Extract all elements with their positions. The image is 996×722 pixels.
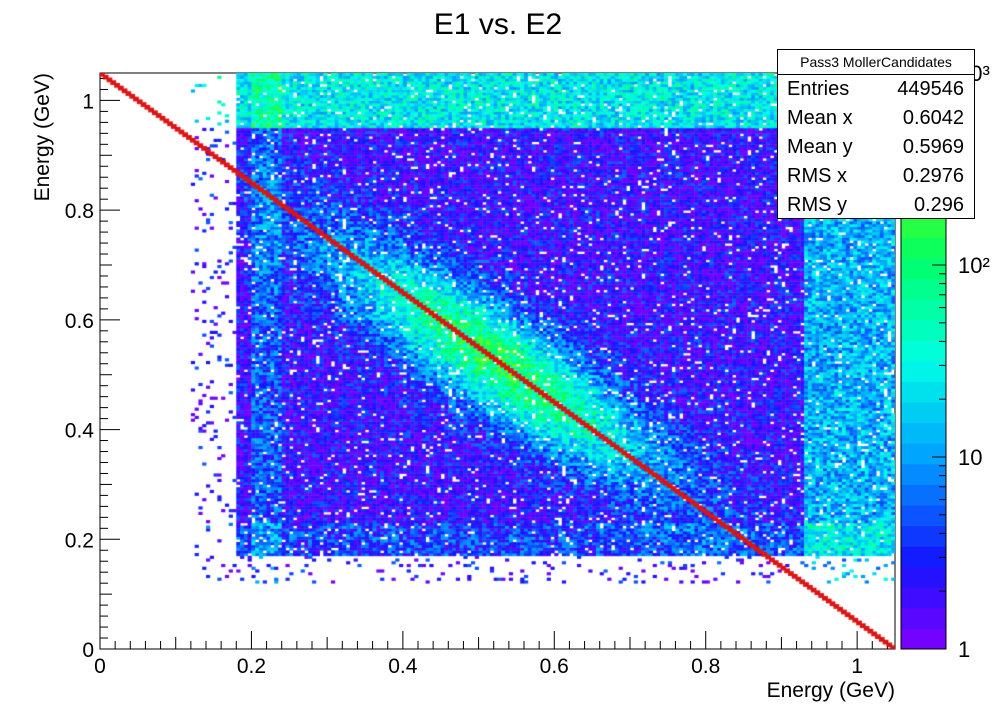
colorbar-band: [901, 278, 946, 300]
stats-label: Mean y: [787, 136, 853, 158]
y-tick-label: 0: [82, 639, 94, 662]
colorbar-tick-label: 1: [958, 637, 970, 662]
colorbar-band: [901, 299, 946, 321]
stats-box: Pass3 MollerCandidates Entries 449546 Me…: [777, 49, 975, 219]
colorbar-band: [901, 381, 946, 403]
stats-label: RMS y: [787, 194, 847, 216]
x-tick-label: 0: [94, 655, 106, 678]
stats-title: Pass3 MollerCandidates: [778, 50, 974, 75]
stats-row-mean-y: Mean y 0.5969: [778, 133, 974, 162]
x-tick-label: 0.2: [237, 655, 266, 678]
x-tick-label: 0.4: [388, 655, 418, 678]
stats-value: 0.2976: [902, 165, 964, 187]
colorbar-band: [901, 546, 946, 568]
x-axis-label: Energy (GeV): [767, 679, 895, 702]
colorbar-band: [901, 237, 946, 259]
stats-label: RMS x: [787, 165, 847, 187]
colorbar-band: [901, 484, 946, 506]
stats-row-rms-y: RMS y 0.296: [778, 191, 974, 220]
y-tick-label: 1: [82, 90, 94, 113]
colorbar-band: [901, 525, 946, 547]
stats-label: Entries: [787, 78, 850, 100]
stats-label: Mean x: [787, 107, 853, 129]
y-tick-label: 0.4: [65, 420, 95, 443]
colorbar-band: [901, 361, 946, 383]
colorbar-band: [901, 422, 946, 444]
colorbar-band: [901, 443, 946, 465]
y-tick-label: 0.2: [65, 529, 94, 552]
colorbar-tick-label: 10²: [958, 253, 990, 278]
chart-title: E1 vs. E2: [434, 8, 562, 41]
stats-row-rms-x: RMS x 0.2976: [778, 162, 974, 191]
stats-value: 449546: [897, 78, 964, 100]
stats-value: 0.6042: [902, 107, 964, 129]
y-axis-label: Energy (GeV): [31, 73, 54, 201]
stats-value: 0.5969: [902, 136, 964, 158]
colorbar-band: [901, 566, 946, 588]
stats-value: 0.296: [913, 194, 964, 216]
histogram-plot-area: [100, 73, 895, 649]
x-tick-label: 0.8: [691, 655, 720, 678]
colorbar-band: [901, 258, 946, 280]
colorbar-band: [901, 505, 946, 527]
colorbar-band: [901, 607, 946, 629]
colorbar-band: [901, 340, 946, 362]
colorbar-band: [901, 402, 946, 424]
colorbar-band: [901, 587, 946, 609]
y-tick-label: 0.8: [65, 200, 94, 223]
stats-row-mean-x: Mean x 0.6042: [778, 104, 974, 133]
x-tick-label: 0.6: [540, 655, 569, 678]
colorbar-band: [901, 463, 946, 485]
x-tick-label: 1: [851, 655, 863, 678]
colorbar-band: [901, 319, 946, 341]
colorbar-tick-label: 10: [958, 445, 982, 470]
y-tick-label: 0.6: [65, 310, 94, 333]
stats-row-entries: Entries 449546: [778, 75, 974, 104]
colorbar-band: [901, 217, 946, 239]
colorbar-band: [901, 628, 946, 650]
